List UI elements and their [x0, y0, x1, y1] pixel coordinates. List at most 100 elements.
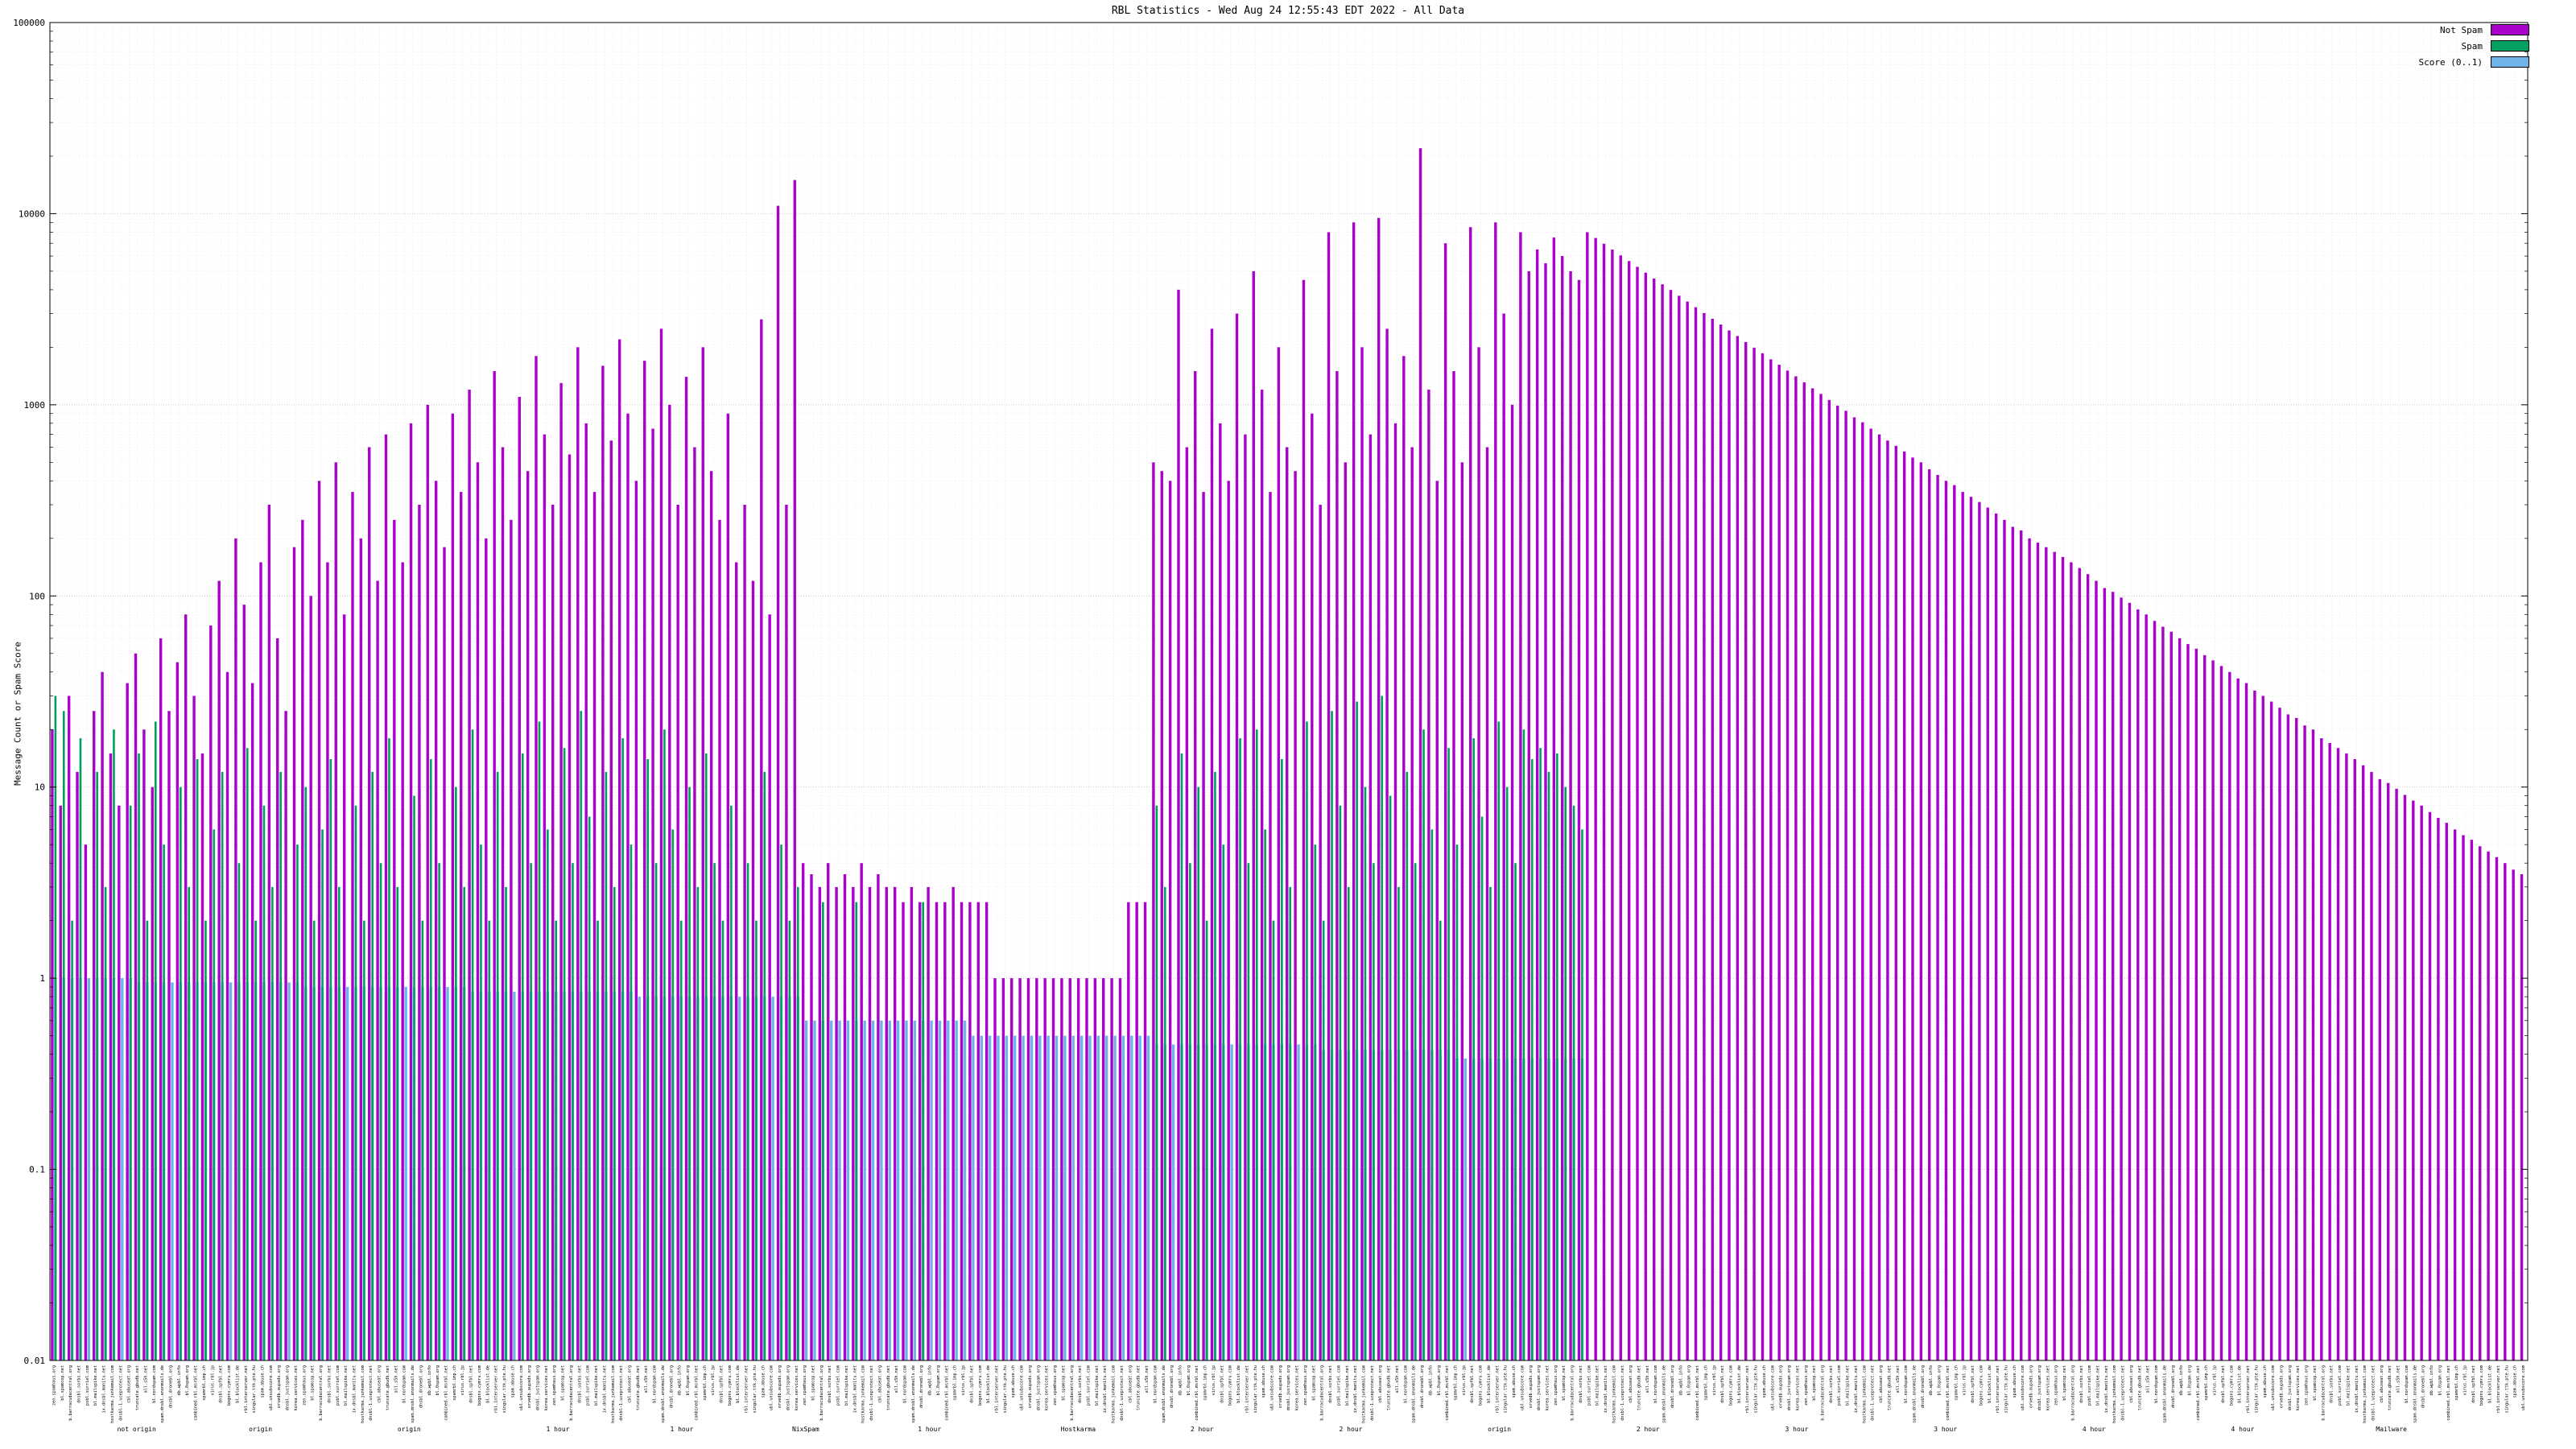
legend-swatch-spam	[2491, 40, 2529, 52]
x-tick-label: ix.dnsbl.manitu.net	[1103, 1365, 1108, 1413]
x-tick-label: zen.spamhaus.org	[803, 1365, 807, 1406]
x-tick-label: dnsbl.justspam.org	[1537, 1365, 1542, 1410]
x-tick-label: db.wpbl.info	[1428, 1365, 1433, 1395]
x-tick-label: virus.rbl.jp	[1212, 1365, 1216, 1395]
series-spam	[54, 696, 1583, 1360]
x-tick-label: bl.0spam.org	[1437, 1365, 1442, 1395]
x-tick-label: bl.mailspike.net	[2346, 1365, 2351, 1406]
x-tick-label: bl.nordspam.com	[903, 1365, 908, 1403]
x-tick-label: dnsbl-1.uceprotect.net	[869, 1365, 874, 1421]
x-tick-label: dnsbl.spfbl.net	[469, 1365, 474, 1403]
x-tick-label: korea.services.net	[294, 1365, 299, 1410]
x-tick-label: ix.dnsbl.manitu.net	[1604, 1365, 1608, 1413]
x-tick-label: spamrbl.imp.ch	[452, 1365, 457, 1401]
x-tick-label: bl.0spam.org	[185, 1365, 190, 1395]
x-tick-label: singular.ttk.pte.hu	[2504, 1365, 2509, 1413]
x-tick-label: spam.dnsbl.anonmails.de	[911, 1365, 916, 1423]
y-tick-label: 0.01	[24, 1356, 46, 1366]
x-tick-label: dnsbl.justspam.org	[2288, 1365, 2293, 1410]
series-not-spam	[51, 148, 2524, 1361]
x-tick-label: dnsbl.spfbl.net	[2471, 1365, 2476, 1403]
x-tick-label: virus.rbl.jp	[1462, 1365, 1467, 1395]
x-group-label: 4 hour	[2083, 1426, 2106, 1433]
x-tick-label: spamrbl.imp.ch	[1203, 1365, 1208, 1401]
x-tick-label: singular.ttk.pte.hu	[1504, 1365, 1509, 1413]
x-tick-label: ix.dnsbl.manitu.net	[353, 1365, 357, 1413]
x-tick-label: bl.mailspike.net	[594, 1365, 599, 1406]
x-tick-label: cbl.abuseat.org	[1629, 1365, 1633, 1403]
x-tick-label: spam.abuse.ch	[1762, 1365, 1767, 1398]
x-tick-label: virus.rbl.jp	[961, 1365, 966, 1395]
x-tick-label: bl.nordspam.com	[152, 1365, 157, 1403]
x-tick-label: hostkarma.junkemail.com	[361, 1365, 365, 1423]
bars	[51, 148, 2524, 1361]
x-tick-label: ubl.unsubscore.com	[519, 1365, 524, 1410]
x-tick-label: psbl.surriel.com	[1587, 1365, 1591, 1406]
x-tick-label: cbl.abuseat.org	[378, 1365, 382, 1403]
x-group-label: Mailware	[2376, 1426, 2407, 1433]
x-tick-label: ix.dnsbl.manitu.net	[2104, 1365, 2109, 1413]
x-tick-label: truncate.gbudb.net	[1637, 1365, 1642, 1410]
x-tick-label: rbl.interserver.net	[2246, 1365, 2251, 1413]
x-tick-label: cbl.abuseat.org	[628, 1365, 633, 1403]
x-group-label: 1 hour	[670, 1426, 693, 1433]
x-tick-label: bl.nordspam.com	[2405, 1365, 2409, 1403]
x-tick-label: bl.spamcop.net	[1812, 1365, 1817, 1401]
x-tick-label: b.barracudacentral.org	[2321, 1365, 2326, 1421]
x-tick-label: korea.services.net	[1795, 1365, 1800, 1410]
x-tick-label: dnsbl.dronebl.org	[1170, 1365, 1174, 1408]
x-tick-label: bl.0spam.org	[1687, 1365, 1692, 1395]
x-tick-label: psbl.surriel.com	[1336, 1365, 1341, 1406]
x-tick-label: bogons.cymru.com	[1479, 1365, 1484, 1406]
x-tick-label: bogons.cymru.com	[1979, 1365, 1984, 1406]
x-tick-label: singular.ttk.pte.hu	[2004, 1365, 2009, 1413]
x-tick-label: db.wpbl.info	[177, 1365, 182, 1395]
x-tick-label: bl.spamcop.net	[811, 1365, 816, 1401]
x-tick-label: dnsbl.spfbl.net	[219, 1365, 224, 1403]
x-tick-label: ubl.unsubscore.com	[269, 1365, 274, 1410]
x-tick-label: zen.spamhaus.org	[1804, 1365, 1809, 1406]
x-tick-label: hostkarma.junkemail.com	[861, 1365, 866, 1423]
x-tick-label: virus.rbl.jp	[1963, 1365, 1967, 1395]
x-tick-label: spam.abuse.ch	[761, 1365, 766, 1398]
x-tick-label: psbl.surriel.com	[1087, 1365, 1092, 1406]
x-tick-label: spam.abuse.ch	[2513, 1365, 2518, 1398]
x-tick-label: dnsbl.spfbl.net	[969, 1365, 974, 1403]
x-tick-label: combined.rbl.msrbl.net	[694, 1365, 699, 1421]
x-tick-label: dnsbl.dronebl.org	[1670, 1365, 1675, 1408]
x-tick-label: bl.blocklist.de	[485, 1365, 490, 1403]
x-tick-label: db.wpbl.info	[678, 1365, 683, 1395]
x-tick-label: spam.abuse.ch	[510, 1365, 515, 1398]
x-group-labels: not origin origin origin 1 hour 1 hour NixSpa…	[118, 1426, 2408, 1433]
x-tick-label: combined.rbl.msrbl.net	[1695, 1365, 1700, 1421]
x-tick-label: spam.abuse.ch	[1261, 1365, 1266, 1398]
x-tick-label: bogons.cymru.com	[2479, 1365, 2484, 1406]
x-tick-label: bl.blocklist.de	[1988, 1365, 1992, 1403]
x-tick-label: bl.nordspam.com	[402, 1365, 407, 1403]
x-tick-label: bogons.cymru.com	[728, 1365, 733, 1406]
x-group-label: 2 hour	[1191, 1426, 1214, 1433]
x-group-label: 1 hour	[918, 1426, 941, 1433]
x-tick-label: bl.mailspike.net	[93, 1365, 98, 1406]
x-tick-label: singular.ttk.pte.hu	[1253, 1365, 1258, 1413]
x-tick-label: singular.ttk.pte.hu	[2254, 1365, 2259, 1413]
x-tick-label: singular.ttk.pte.hu	[252, 1365, 257, 1413]
x-tick-label: hostkarma.junkemail.com	[2363, 1365, 2368, 1423]
x-tick-label: bl.mailspike.net	[1095, 1365, 1100, 1406]
chart-title: RBL Statistics - Wed Aug 24 12:55:43 EDT…	[1111, 5, 1465, 17]
x-tick-label: b.barracudacentral.org	[1571, 1365, 1575, 1421]
x-tick-label: truncate.gbudb.net	[2388, 1365, 2392, 1410]
x-tick-label: dnsbl.justspam.org	[2037, 1365, 2042, 1410]
x-tick-label: hostkarma.junkemail.com	[1862, 1365, 1867, 1423]
x-tick-label: spamrbl.imp.ch	[2454, 1365, 2459, 1401]
x-tick-label: db.wpbl.info	[1929, 1365, 1934, 1395]
x-tick-label: bogons.cymru.com	[227, 1365, 232, 1406]
x-tick-label: dnsbl.justspam.org	[786, 1365, 791, 1410]
x-tick-label: ix.dnsbl.manitu.net	[102, 1365, 107, 1413]
x-tick-label: bl.nordspam.com	[653, 1365, 658, 1403]
x-group-label: 1 hour	[547, 1426, 570, 1433]
x-tick-label: bl.spamcop.net	[561, 1365, 566, 1401]
x-tick-label: singular.ttk.pte.hu	[753, 1365, 758, 1413]
x-tick-label: ubl.unsubscore.com	[1270, 1365, 1275, 1410]
x-tick-label: bl.mailspike.net	[1846, 1365, 1851, 1406]
